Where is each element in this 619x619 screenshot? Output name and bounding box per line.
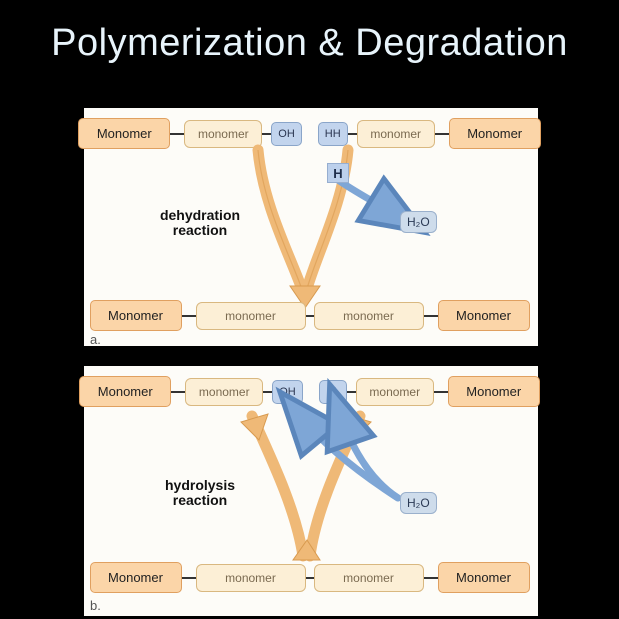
outer-monomer: Monomer (448, 376, 540, 407)
cap-oh: OH (272, 380, 303, 404)
outer-monomer: Monomer (90, 300, 182, 331)
cap-h: H (319, 380, 347, 404)
inner-monomer: monomer (314, 564, 424, 592)
chain-b-bottom: Monomer monomer monomer Monomer (0, 562, 619, 593)
bond (424, 577, 438, 579)
label-line2: reaction (173, 222, 227, 238)
chain-a-bottom: Monomer monomer monomer Monomer (0, 300, 619, 331)
bond (347, 391, 356, 393)
inner-monomer: monomer (196, 302, 306, 330)
h-badge: H (327, 163, 349, 183)
bond (348, 133, 357, 135)
bond (306, 315, 314, 317)
cap-oh: OH (271, 122, 302, 146)
outer-monomer: Monomer (438, 562, 530, 593)
bond (182, 315, 196, 317)
outer-monomer: Monomer (78, 118, 170, 149)
panel-letter-a: a. (90, 332, 101, 347)
chain-b-top: Monomer monomer OH H monomer Monomer (0, 376, 619, 407)
outer-monomer: Monomer (90, 562, 182, 593)
inner-monomer: monomer (184, 120, 262, 148)
inner-monomer: monomer (357, 120, 435, 148)
outer-monomer: Monomer (449, 118, 541, 149)
inner-monomer: monomer (314, 302, 424, 330)
bond (262, 133, 271, 135)
bond (306, 577, 314, 579)
panel-letter-b: b. (90, 598, 101, 613)
bond (435, 133, 449, 135)
inner-monomer: monomer (356, 378, 434, 406)
outer-monomer: Monomer (79, 376, 171, 407)
bond (434, 391, 448, 393)
bond (424, 315, 438, 317)
bond (170, 133, 184, 135)
h2o-reactant: H₂O (400, 492, 437, 514)
page-title: Polymerization & Degradation (0, 0, 619, 79)
label-line2: reaction (173, 492, 227, 508)
outer-monomer: Monomer (438, 300, 530, 331)
chain-a-top: Monomer monomer OH HH monomer Monomer (0, 118, 619, 149)
inner-monomer: monomer (196, 564, 306, 592)
inner-monomer: monomer (185, 378, 263, 406)
bond (171, 391, 185, 393)
label-line1: hydrolysis (165, 477, 235, 493)
bond (263, 391, 272, 393)
bond (182, 577, 196, 579)
hydrolysis-label: hydrolysis reaction (150, 478, 250, 509)
cap-hh: HH (318, 122, 348, 146)
h2o-product: H₂O (400, 211, 437, 233)
label-line1: dehydration (160, 207, 240, 223)
dehydration-label: dehydration reaction (145, 208, 255, 239)
